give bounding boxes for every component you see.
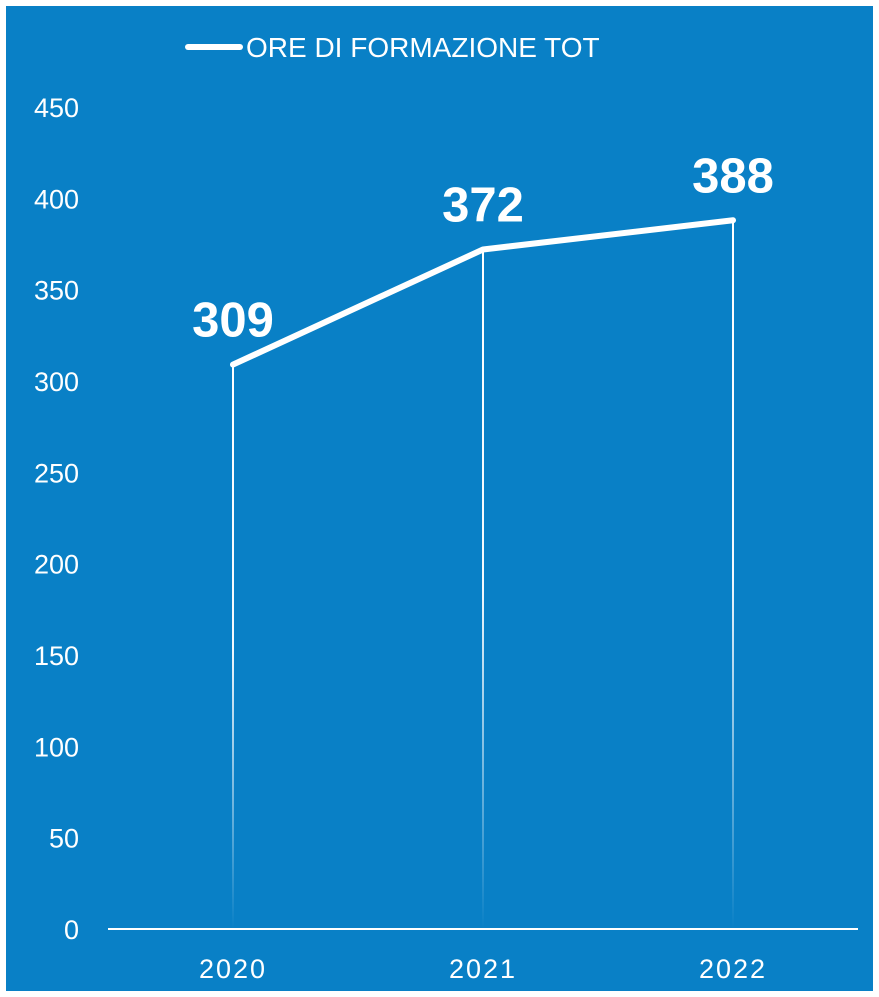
y-tick-label: 100 [34,732,79,762]
data-labels: 309 372 388 [192,149,774,347]
y-tick-label: 450 [34,93,79,123]
drop-line [482,249,484,930]
y-tick-label: 0 [64,915,79,945]
legend: ORE DI FORMAZIONE TOT [185,32,600,63]
data-label: 309 [192,294,274,348]
data-label: 372 [442,178,524,232]
drop-line [732,220,734,930]
y-tick-label: 250 [34,458,79,488]
series-line-ore-di-formazione-tot [230,217,736,368]
y-tick-label: 300 [34,367,79,397]
y-tick-label: 50 [49,824,79,854]
x-axis: 2020 2021 2022 [199,954,767,984]
y-tick-label: 200 [34,550,79,580]
x-tick-label: 2022 [699,954,767,984]
y-tick-label: 400 [34,184,79,214]
y-axis: 0 50 100 150 200 250 300 350 400 450 [34,93,79,945]
x-tick-label: 2021 [449,954,517,984]
legend-label: ORE DI FORMAZIONE TOT [246,32,600,63]
y-tick-label: 150 [34,641,79,671]
drop-line [232,364,234,929]
y-tick-label: 350 [34,276,79,306]
x-tick-label: 2020 [199,954,267,984]
drop-lines [232,220,734,930]
data-label: 388 [692,149,774,203]
